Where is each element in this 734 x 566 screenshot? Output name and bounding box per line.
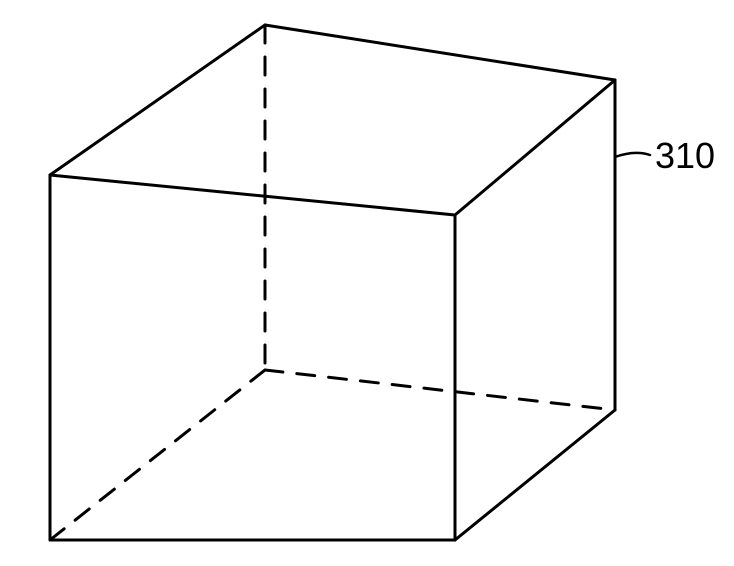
reference-label: 310 [655,135,715,177]
wireframe-cube [0,0,734,566]
diagram-container: 310 [0,0,734,566]
